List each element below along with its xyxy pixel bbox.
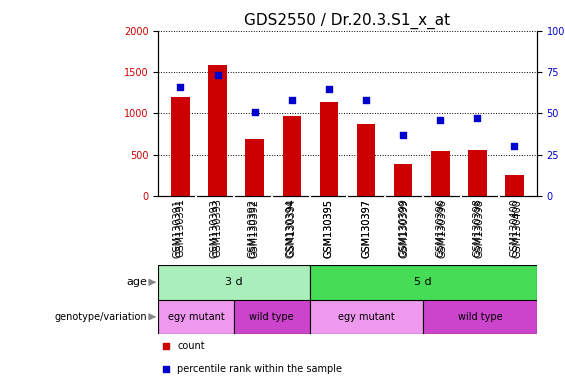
Bar [468, 150, 486, 196]
Bar [310, 300, 423, 334]
Point [473, 115, 482, 121]
Point [399, 132, 408, 138]
Point [324, 86, 333, 92]
Point [510, 143, 519, 149]
Bar [282, 116, 301, 196]
Bar [208, 65, 227, 196]
Text: age: age [126, 277, 147, 287]
Text: count: count [177, 341, 205, 351]
Point [250, 109, 259, 115]
Bar [158, 300, 234, 334]
Text: GSM130396: GSM130396 [437, 199, 447, 258]
Point [213, 72, 222, 78]
Bar [423, 300, 537, 334]
Text: egy mutant: egy mutant [338, 312, 395, 322]
Bar [245, 139, 264, 196]
Point [161, 366, 170, 372]
Point [161, 343, 170, 349]
Text: 3 d: 3 d [225, 277, 243, 287]
Text: GSM130399: GSM130399 [399, 199, 409, 258]
Text: percentile rank within the sample: percentile rank within the sample [177, 364, 342, 374]
Text: genotype/variation: genotype/variation [54, 312, 147, 322]
Text: GSM130394: GSM130394 [286, 199, 295, 258]
Text: GSM130400: GSM130400 [513, 199, 523, 258]
Text: GSM130398: GSM130398 [475, 199, 485, 258]
Bar [158, 265, 310, 300]
Bar [357, 124, 375, 196]
Text: wild type: wild type [250, 312, 294, 322]
Bar [394, 164, 412, 196]
Text: GSM130391: GSM130391 [172, 199, 182, 258]
Title: GDS2550 / Dr.20.3.S1_x_at: GDS2550 / Dr.20.3.S1_x_at [245, 13, 450, 29]
Point [436, 117, 445, 123]
Text: GSM130395: GSM130395 [324, 199, 333, 258]
Point [287, 97, 296, 103]
Bar [505, 175, 524, 196]
Bar [171, 97, 190, 196]
Text: 5 d: 5 d [414, 277, 432, 287]
Bar [320, 102, 338, 196]
Bar [310, 265, 537, 300]
Text: wild type: wild type [458, 312, 502, 322]
Text: GSM130397: GSM130397 [362, 199, 371, 258]
Bar [234, 300, 310, 334]
Text: egy mutant: egy mutant [168, 312, 224, 322]
Text: GSM130392: GSM130392 [248, 199, 258, 258]
Bar [431, 151, 450, 196]
Point [176, 84, 185, 90]
Text: GSM130393: GSM130393 [210, 199, 220, 258]
Point [362, 97, 371, 103]
